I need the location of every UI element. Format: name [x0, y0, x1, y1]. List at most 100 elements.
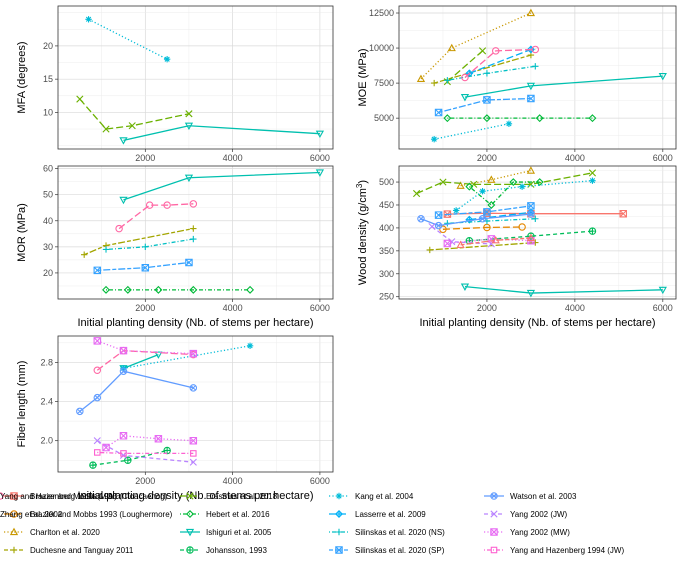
legend-item-yang_mw: Yang 2002 (MW) — [484, 528, 570, 537]
legend-key-marker — [186, 546, 194, 554]
series-yang_mw — [93, 337, 198, 358]
series-yang_mw — [102, 432, 198, 452]
chart-panel-1: 200040006000101520Initial planting densi… — [16, 5, 334, 179]
series-line — [468, 181, 540, 206]
y-axis-title: MOE (MPa) — [357, 48, 369, 106]
legend-item-duchesne: Duchesne and Tanguay 2011 — [4, 546, 134, 555]
y-tick-label: 500 — [379, 177, 394, 187]
data-point — [119, 196, 128, 205]
data-point — [619, 209, 627, 218]
data-point — [184, 174, 194, 183]
legend-label: Brazier and Mobbs 1993 (Loughermore) — [30, 510, 173, 519]
y-tick-label: 12500 — [369, 8, 394, 18]
data-point — [526, 233, 536, 242]
data-point — [76, 95, 84, 103]
legend-key-marker — [185, 528, 195, 537]
data-point — [465, 182, 474, 191]
data-point — [491, 235, 500, 244]
data-point — [483, 223, 491, 232]
x-tick-label: 2000 — [135, 303, 155, 313]
data-point — [491, 47, 500, 55]
legend-item-hebert: Hebert et al. 2016 — [180, 510, 270, 519]
chart-panel-2: 200040006000500075001000012500Initial pl… — [357, 5, 677, 179]
data-point — [102, 125, 110, 133]
data-point — [439, 225, 447, 234]
x-tick-label: 2000 — [135, 153, 155, 163]
x-tick-label: 4000 — [223, 303, 243, 313]
panel-border — [57, 335, 334, 473]
series-line — [105, 435, 194, 449]
legend-item-kang: Kang et al. 2004 — [329, 492, 414, 501]
panel-border — [398, 5, 677, 150]
legend-key-marker — [10, 546, 18, 554]
legend-key-marker — [10, 492, 18, 500]
data-point — [119, 346, 128, 355]
legend-key-marker — [490, 492, 498, 500]
legend-label: Zhang et al. 2002 — [0, 510, 63, 519]
data-point — [417, 215, 425, 223]
data-point — [189, 349, 198, 358]
series-watson — [417, 210, 535, 230]
data-point — [154, 351, 163, 359]
series-ishiguri — [119, 169, 325, 205]
data-point — [526, 8, 536, 17]
series-ishiguri — [119, 122, 325, 145]
data-point — [85, 16, 92, 23]
legend-label: Yang 2002 (MW) — [510, 528, 570, 537]
data-point — [184, 122, 194, 131]
legend-key-marker — [335, 492, 343, 500]
legend-label: Johansson, 1993 — [206, 546, 267, 555]
data-point — [185, 258, 193, 267]
data-point — [588, 114, 597, 123]
data-point — [119, 432, 128, 440]
x-tick-label: 2000 — [477, 303, 497, 313]
series-silinskas_ns — [102, 235, 197, 253]
data-point — [189, 458, 197, 466]
series-line — [420, 213, 531, 227]
legend-label: Kang et al. 2004 — [355, 492, 414, 501]
data-point — [93, 337, 102, 345]
y-tick-label: 350 — [379, 246, 394, 256]
legend-item-zhang: Zhang et al. 2002 — [0, 510, 63, 519]
data-point — [460, 94, 470, 102]
x-tick-label: 4000 — [223, 153, 243, 163]
data-point — [115, 224, 123, 233]
legend-key-marker — [335, 546, 343, 554]
data-point — [531, 45, 540, 54]
data-point — [434, 211, 443, 219]
data-point — [535, 178, 544, 187]
legend-item-erasmus: Erasmus et al. 2018 — [180, 492, 278, 501]
data-point — [478, 215, 487, 223]
legend-key-marker — [9, 527, 19, 536]
data-point — [141, 263, 150, 272]
series-line — [429, 241, 536, 251]
series-zhang — [456, 233, 536, 248]
legend-label: Duchesne and Tanguay 2011 — [30, 546, 134, 555]
series-line — [460, 237, 531, 246]
y-tick-label: 20 — [43, 41, 53, 51]
data-point — [479, 188, 486, 195]
data-point — [589, 177, 596, 184]
series-line — [447, 212, 624, 215]
data-point — [190, 450, 197, 457]
data-point — [439, 178, 447, 186]
data-point — [119, 137, 128, 145]
data-point — [588, 227, 597, 235]
series-hebert — [465, 178, 544, 209]
legend-label: Charlton et al. 2020 — [30, 528, 100, 537]
x-axis-title: Initial planting density (Nb. of stems p… — [77, 317, 313, 329]
x-tick-label: 4000 — [565, 303, 585, 313]
x-tick-label: 4000 — [565, 153, 585, 163]
x-tick-label: 6000 — [653, 303, 673, 313]
series-line — [464, 75, 663, 98]
data-point — [93, 266, 102, 275]
y-tick-label: 2.8 — [40, 357, 53, 367]
data-point — [452, 207, 460, 214]
series-silinskas_sp — [434, 94, 535, 117]
data-point — [535, 114, 544, 123]
plot-background — [58, 6, 333, 149]
data-point — [434, 108, 443, 117]
data-point — [189, 285, 198, 294]
data-point — [509, 178, 518, 187]
data-point — [532, 215, 539, 222]
